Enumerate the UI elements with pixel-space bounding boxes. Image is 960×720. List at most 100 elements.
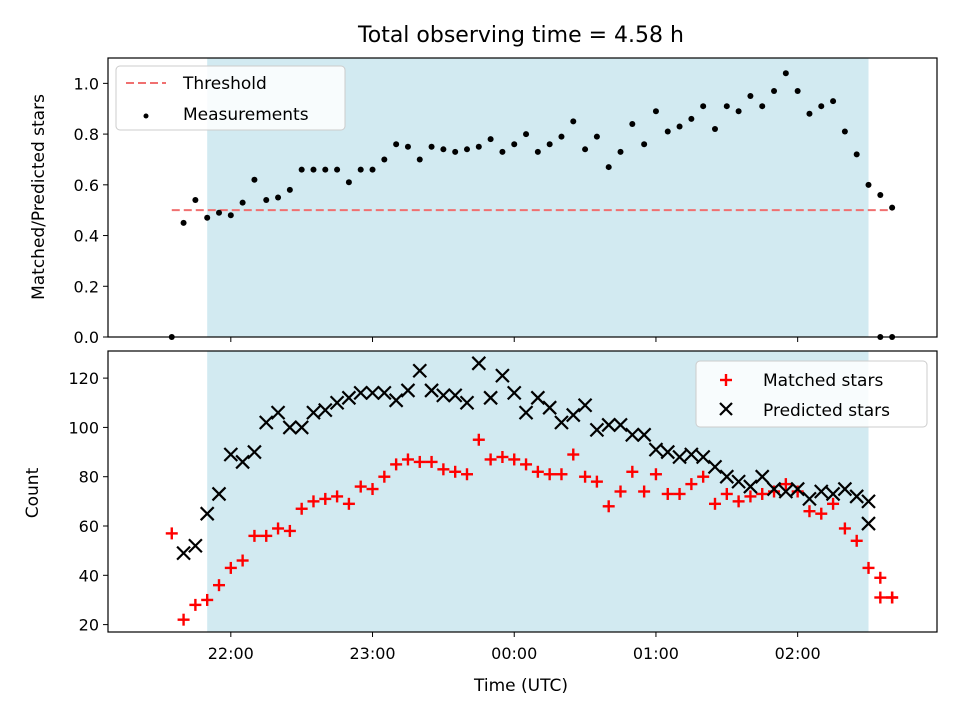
predicted-star-point-b (318, 402, 333, 418)
y-tick-label: 0.6 (74, 176, 99, 195)
predicted-star-point (294, 420, 309, 435)
matched-star-point (649, 468, 662, 481)
measurement-point (771, 87, 778, 94)
matched-star-point (874, 591, 887, 604)
predicted-star-point (318, 402, 333, 418)
measurement-point (463, 146, 470, 153)
measurement-point (404, 143, 411, 150)
matched-star-point (272, 522, 285, 535)
predicted-star-point-b (353, 385, 368, 401)
measurement-point (275, 194, 282, 201)
measurement-point (310, 166, 317, 173)
matched-star-point (378, 470, 391, 483)
measurement-point (747, 93, 754, 100)
predicted-star-point (199, 506, 215, 521)
y-tick-label: 40 (79, 566, 99, 585)
measurement-point (806, 110, 813, 117)
measurement-point (227, 212, 234, 219)
predicted-star-point-b (684, 447, 699, 462)
predicted-star-point (447, 388, 463, 403)
predicted-star-point-b (518, 405, 534, 420)
matched-star-point (708, 497, 721, 510)
top-y-axis-label: Matched/Predicted stars (29, 94, 49, 300)
panel-1-marks: 20 40 60 80 100 120 22:00 23:00 00:00 01:00 02:00 M… (68, 350, 938, 663)
matched-star-point (165, 527, 178, 540)
predicted-star-point (802, 491, 817, 507)
measurement-point (711, 126, 718, 133)
predicted-star-point (412, 363, 428, 378)
predicted-star-point-b (341, 390, 357, 406)
predicted-star-point (306, 405, 321, 420)
measurement-point (593, 133, 600, 140)
predicted-star-point (554, 415, 569, 430)
predicted-star-point-b (199, 506, 215, 521)
matched-star-point (437, 463, 450, 476)
measurement-point (664, 128, 671, 135)
predicted-star-point (424, 383, 439, 398)
matched-star-point (886, 591, 899, 604)
predicted-star-point-b (388, 393, 404, 408)
predicted-star-point (695, 449, 711, 465)
matched-star-point (413, 455, 426, 468)
matched-star-point (827, 497, 840, 510)
y-tick-label: 100 (68, 418, 99, 437)
matched-star-point (189, 598, 202, 611)
predicted-star-point (601, 417, 616, 433)
matched-star-point (673, 487, 686, 500)
matched-star-point (744, 490, 757, 503)
predicted-star-point-b (554, 415, 569, 430)
predicted-star-point (270, 405, 286, 420)
matched-star-point (283, 524, 296, 537)
predicted-star-point-b (258, 415, 274, 430)
matched-star-point (460, 468, 473, 481)
predicted-star-point-b (400, 383, 416, 398)
y-tick-label: 1.0 (74, 74, 99, 93)
predicted-star-point-b (825, 486, 841, 502)
measurement-point (251, 176, 258, 183)
legend-predicted-swatch-b (719, 402, 733, 416)
matched-star-point (614, 485, 627, 498)
x-tick-label: 02:00 (775, 644, 821, 663)
matched-star-point (425, 455, 438, 468)
matched-star-point (390, 458, 403, 471)
predicted-star-point (731, 474, 746, 489)
legend-box (695, 360, 928, 428)
matched-star-point (319, 492, 332, 505)
predicted-star-point (754, 469, 770, 484)
legend-predicted-swatch (719, 402, 733, 416)
predicted-star-point (743, 479, 758, 494)
y-tick-label: 120 (68, 369, 99, 388)
predicted-star-point-b (542, 400, 557, 415)
predicted-star-point-b (223, 447, 239, 462)
matched-star-point (732, 495, 745, 508)
x-tick-label: 01:00 (633, 644, 679, 663)
predicted-star-point-b (235, 454, 250, 470)
predicted-star-point-b (660, 444, 676, 460)
predicted-star-point (566, 407, 581, 423)
matched-star-point (862, 561, 875, 574)
predicted-star-point (636, 427, 652, 443)
predicted-star-point (211, 486, 227, 502)
matched-star-point (697, 470, 710, 483)
predicted-star-point-b (294, 420, 309, 435)
predicted-star-point-b (176, 545, 191, 561)
predicted-star-point (719, 469, 735, 484)
measurement-point (369, 166, 376, 173)
measurement-point (416, 156, 423, 163)
measurement-point (487, 136, 494, 143)
predicted-star-point-b (790, 481, 805, 497)
predicted-star-point-b (813, 484, 829, 499)
predicted-star-point-b (695, 449, 711, 465)
matched-star-point (874, 571, 887, 584)
predicted-star-point-b (270, 405, 286, 420)
matched-star-point (756, 487, 769, 500)
predicted-star-point-b (329, 395, 345, 411)
matched-star-point (590, 475, 603, 488)
measurement-point (830, 98, 837, 105)
predicted-star-point (589, 422, 605, 438)
predicted-star-point-b (447, 388, 463, 403)
x-axis-label: Time (UTC) (473, 676, 568, 696)
legend-threshold-label: Threshold (182, 74, 267, 94)
predicted-star-point (660, 444, 676, 460)
predicted-star-point (377, 385, 392, 401)
